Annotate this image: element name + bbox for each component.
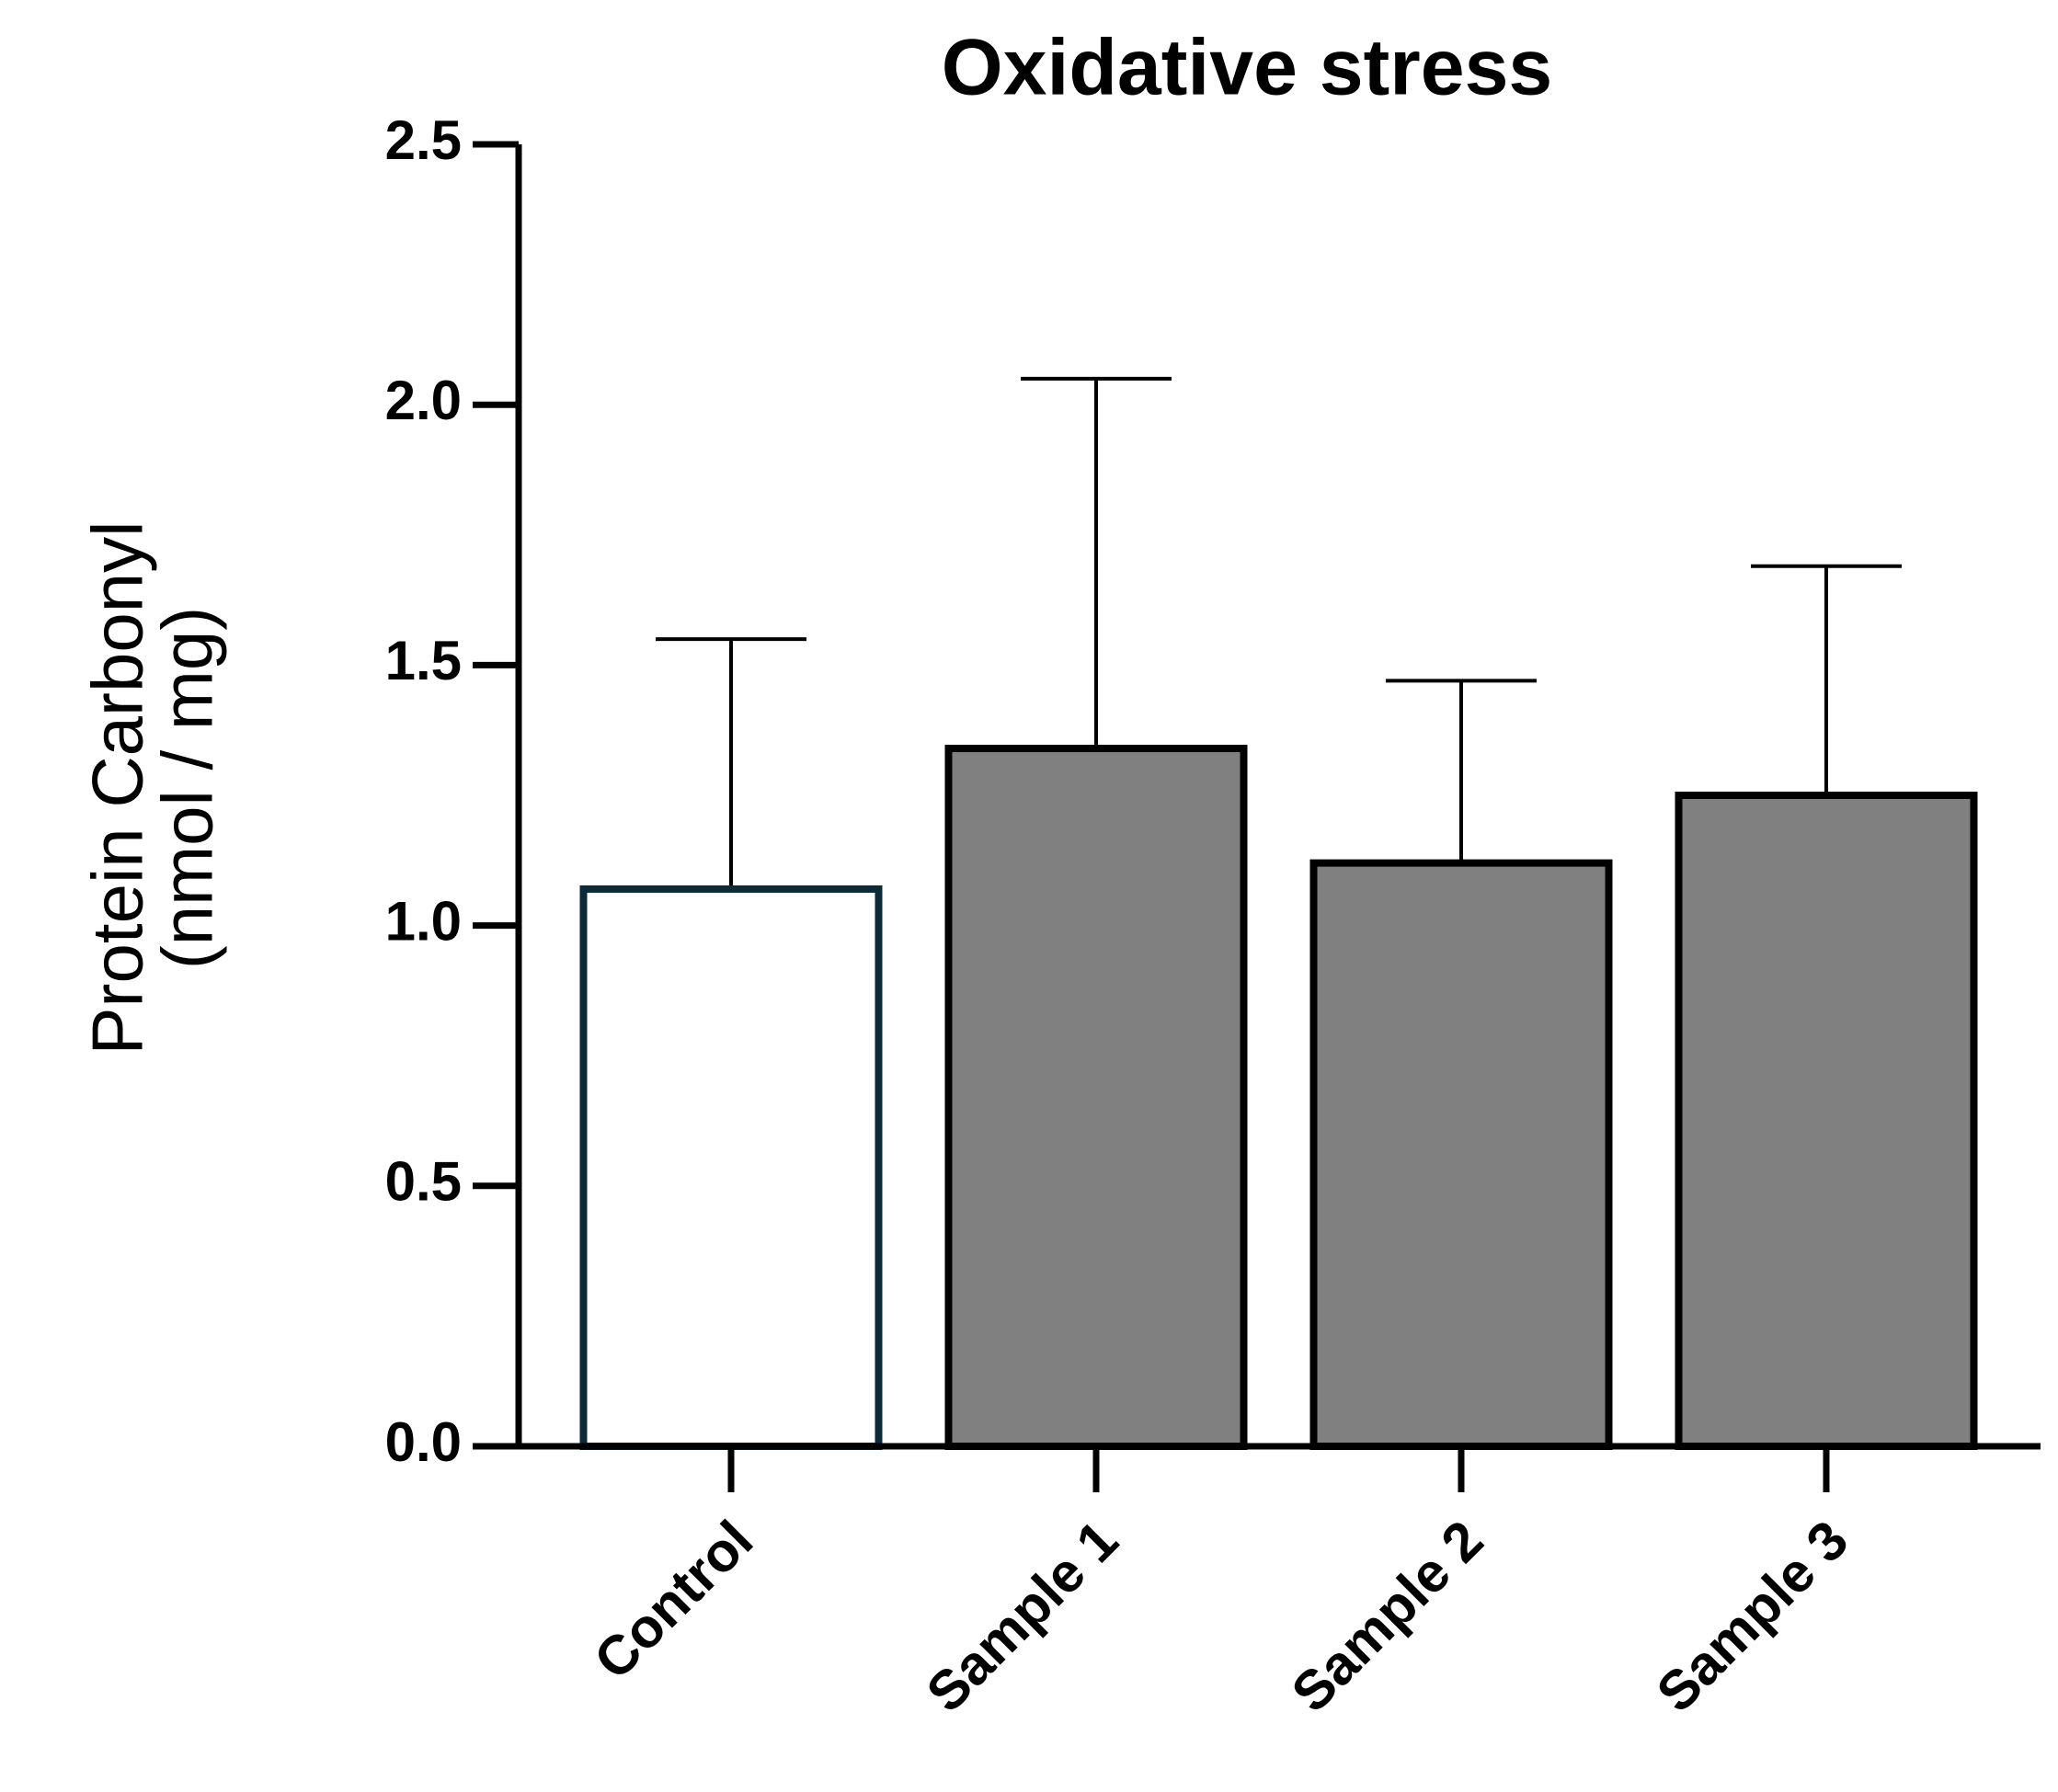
y-tick-label: 1.5 [385, 630, 462, 691]
bar [1309, 859, 1613, 1450]
bar [1675, 792, 1978, 1450]
x-tick-label: Sample 3 [1645, 1509, 1860, 1724]
chart-title: Oxidative stress [942, 24, 1552, 112]
y-axis-label-line: (nmol / mg) [147, 607, 228, 969]
x-tick-label: Sample 1 [915, 1509, 1130, 1724]
x-tick-label: Control [582, 1509, 764, 1691]
y-tick-label: 1.0 [385, 890, 462, 952]
y-tick-label: 0.5 [385, 1151, 462, 1213]
bar [579, 885, 883, 1450]
bar [944, 745, 1248, 1450]
y-axis-label-line: Protein Carbonyl [77, 521, 158, 1056]
y-tick-label: 2.0 [385, 370, 462, 431]
y-tick-label: 2.5 [385, 109, 462, 171]
y-tick-label: 0.0 [385, 1411, 462, 1473]
y-axis-label: Protein Carbonyl (nmol / mg) [77, 521, 228, 1056]
x-tick-label: Sample 2 [1280, 1509, 1495, 1724]
